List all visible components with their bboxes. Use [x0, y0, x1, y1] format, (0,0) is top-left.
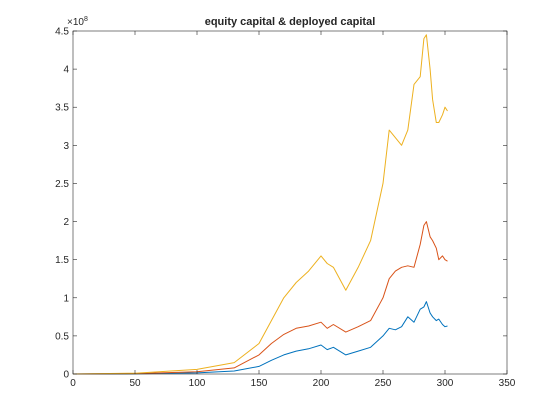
y-axis: 0 0.5 1 1.5 2 2.5 3 3.5 4 4.5 [55, 27, 507, 381]
series-layer [72, 34, 448, 375]
x-tick-label: 50 [129, 378, 141, 389]
y-exponent-base: ×10 [67, 17, 84, 28]
chart-title: equity capital & deployed capital [205, 16, 376, 28]
x-tick-label: 350 [499, 378, 516, 389]
y-tick-label: 4 [63, 65, 69, 76]
y-tick-label: 0 [63, 370, 69, 381]
series-line-3 [72, 34, 448, 375]
x-tick-label: 150 [251, 378, 268, 389]
y-tick-label: 1 [63, 293, 69, 304]
y-tick-label: 2.5 [55, 179, 69, 190]
x-tick-label: 0 [70, 378, 76, 389]
y-tick-label: 3 [63, 141, 69, 152]
axes-box [72, 30, 508, 375]
y-exponent-power: 8 [84, 16, 88, 23]
series-line-2 [72, 221, 448, 375]
x-tick-label: 200 [313, 378, 330, 389]
y-tick-label: 4.5 [55, 27, 69, 38]
y-exponent-label: ×108 [67, 16, 88, 28]
y-tick-label: 2 [63, 217, 69, 228]
y-tick-label: 1.5 [55, 255, 69, 266]
y-tick-label: 3.5 [55, 103, 69, 114]
x-tick-label: 300 [437, 378, 454, 389]
plot-area [73, 31, 507, 374]
x-axis: 0 50 100 150 200 250 300 350 [70, 31, 516, 389]
x-tick-label: 100 [189, 378, 206, 389]
x-tick-label: 250 [375, 378, 392, 389]
y-tick-label: 0.5 [55, 331, 69, 342]
series-line-1 [72, 301, 448, 375]
